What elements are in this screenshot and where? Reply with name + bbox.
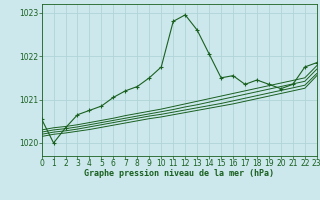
X-axis label: Graphe pression niveau de la mer (hPa): Graphe pression niveau de la mer (hPa) — [84, 169, 274, 178]
